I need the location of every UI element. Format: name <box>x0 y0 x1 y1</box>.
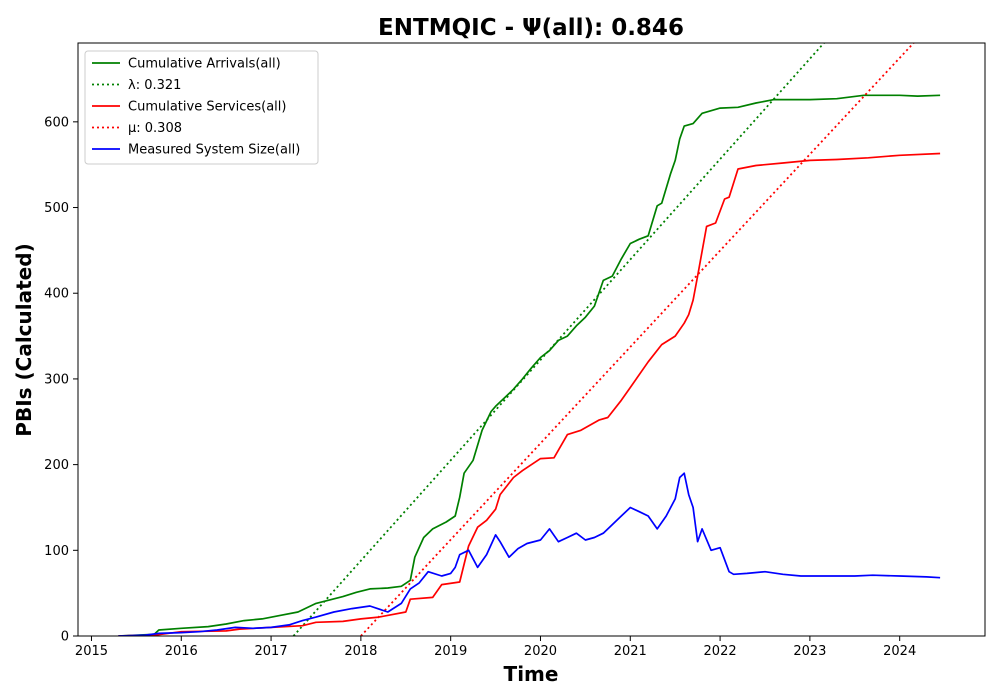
series-line-0 <box>118 94 941 636</box>
y-tick-label: 100 <box>44 544 69 559</box>
legend-box <box>84 50 319 165</box>
series-line-4 <box>118 472 941 636</box>
y-axis: 0 100 200 300 400 500 600 <box>44 115 78 645</box>
plot-frame <box>77 42 986 637</box>
x-tick-label: 2018 <box>344 644 377 659</box>
series-line-3 <box>360 43 915 636</box>
x-tick-label: 2024 <box>883 644 916 659</box>
x-tick-label: 2016 <box>165 644 198 659</box>
chart-title: ENTMQIC - Ψ(all): 0.846 <box>378 15 684 41</box>
y-tick-label: 200 <box>44 458 69 473</box>
legend-label-1: λ: 0.321 <box>128 78 181 93</box>
x-tick-label: 2022 <box>704 644 737 659</box>
y-axis-label: PBIs (Calculated) <box>12 243 36 436</box>
legend-label-3: μ: 0.308 <box>128 121 182 136</box>
y-tick-label: 300 <box>44 372 69 387</box>
legend-label-4: Measured System Size(all) <box>128 143 300 158</box>
y-tick-label: 500 <box>44 201 69 216</box>
x-tick-label: 2015 <box>75 644 108 659</box>
y-tick-label: 0 <box>61 630 69 645</box>
x-tick-label: 2021 <box>614 644 647 659</box>
series-line-1 <box>292 43 826 636</box>
series-line-2 <box>118 152 941 636</box>
x-axis-label: Time <box>504 662 559 686</box>
x-axis: 2015 2016 2017 2018 2019 2020 2021 2022 2023 2024 <box>75 636 916 659</box>
legend: Cumulative Arrivals(all) λ: 0.321 Cumulati… <box>84 50 319 165</box>
x-tick-label: 2020 <box>524 644 557 659</box>
y-tick-label: 400 <box>44 287 69 302</box>
x-tick-label: 2023 <box>793 644 826 659</box>
x-tick-label: 2019 <box>434 644 467 659</box>
x-tick-label: 2017 <box>255 644 288 659</box>
legend-label-2: Cumulative Services(all) <box>128 100 286 115</box>
legend-label-0: Cumulative Arrivals(all) <box>128 57 281 72</box>
y-tick-label: 600 <box>44 115 69 130</box>
